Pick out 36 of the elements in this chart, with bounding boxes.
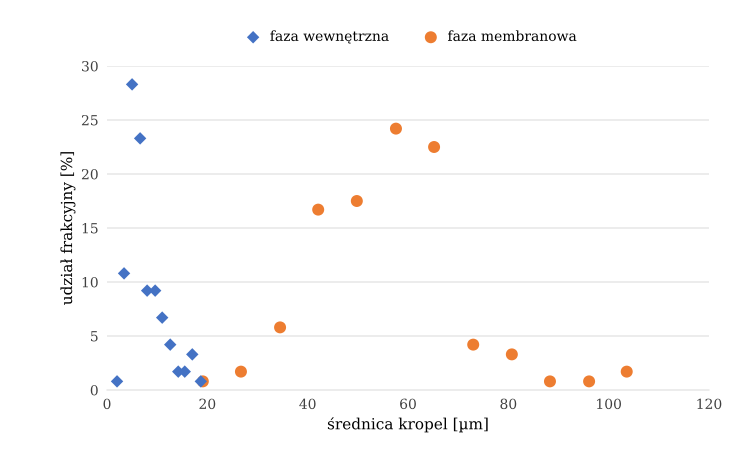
y-tick-label: 10 bbox=[82, 276, 98, 288]
point bbox=[118, 267, 130, 280]
x-tick-label: 60 bbox=[400, 398, 416, 410]
point bbox=[506, 348, 518, 360]
x-tick-label: 120 bbox=[697, 398, 722, 410]
point bbox=[583, 375, 596, 388]
point bbox=[544, 375, 556, 388]
x-axis-title: średnica kropel [µm] bbox=[328, 417, 488, 432]
point bbox=[428, 140, 440, 154]
point bbox=[467, 338, 480, 351]
y-tick-label: 0 bbox=[90, 384, 98, 396]
point bbox=[156, 311, 168, 324]
x-tick-label: 20 bbox=[199, 398, 216, 410]
point bbox=[126, 78, 138, 91]
legend-label: faza membranowa bbox=[448, 30, 576, 42]
y-tick-label: 30 bbox=[82, 60, 98, 72]
x-tick-label: 0 bbox=[103, 398, 110, 410]
point bbox=[620, 366, 633, 378]
x-tick-label: 40 bbox=[299, 398, 316, 410]
y-tick-label: 20 bbox=[82, 168, 98, 180]
x-tick-label: 100 bbox=[597, 398, 621, 410]
point bbox=[234, 366, 247, 378]
y-axis-title: udział frakcyjny [%] bbox=[60, 152, 76, 305]
point bbox=[110, 375, 124, 388]
y-tick-label: 25 bbox=[82, 114, 98, 126]
point bbox=[312, 204, 324, 216]
y-tick-label: 5 bbox=[91, 331, 98, 342]
legend-label: faza wewnętrzna bbox=[270, 30, 389, 44]
point bbox=[390, 122, 402, 135]
point bbox=[134, 132, 146, 145]
point bbox=[164, 338, 176, 351]
x-tick-label: 80 bbox=[500, 398, 516, 410]
point bbox=[274, 321, 286, 334]
point bbox=[186, 348, 198, 361]
y-tick-label: 15 bbox=[82, 222, 98, 234]
point bbox=[350, 194, 363, 208]
